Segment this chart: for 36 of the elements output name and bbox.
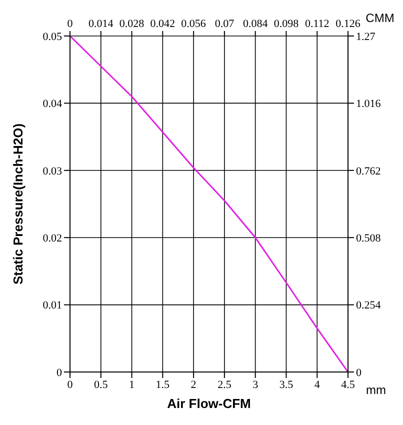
x-tick-label: 2.5: [218, 378, 232, 391]
x-tick-label: 0: [67, 378, 74, 391]
x2-tick-label: 0.098: [274, 18, 300, 30]
x-axis-title: Air Flow-CFM: [167, 396, 251, 411]
y-tick-label: 0.04: [42, 98, 62, 110]
y2-tick-label: 1.27: [356, 30, 376, 43]
x2-tick-label: 0.084: [242, 18, 268, 30]
x2-tick-label: 0.028: [119, 18, 145, 30]
x-tick-label: 3.5: [279, 378, 294, 391]
x-tick-label: 0.5: [94, 378, 108, 391]
y2-tick-label: 0.508: [356, 232, 382, 245]
y-tick-label: 0: [56, 366, 62, 379]
y-tick-label: 0.05: [42, 30, 62, 43]
y-tick-label: 0.03: [42, 165, 62, 178]
x2-tick-label: 0.07: [214, 18, 235, 30]
x2-tick-label: 0.056: [181, 18, 206, 30]
x2-tick-label: 0: [67, 18, 74, 30]
y2-tick-label: 0.254: [356, 300, 382, 312]
x2-tick-label: 0.042: [150, 18, 176, 30]
y-tick-label: 0.02: [42, 232, 62, 245]
x-tick-label: 4.5: [341, 378, 356, 391]
x2-tick-label: 0.112: [304, 18, 330, 30]
x-tick-label: 2: [190, 378, 196, 391]
y2-tick-label: 1.016: [356, 98, 382, 110]
x2-tick-label: 0.126: [336, 18, 361, 30]
x-tick-label: 1: [129, 378, 135, 391]
y2-tick-label: 0.762: [356, 165, 381, 178]
y-tick-label: 0.01: [42, 300, 62, 312]
x-tick-label: 3: [252, 378, 259, 391]
y-axis-title: Static Pressure(Inch-H2O): [10, 123, 26, 285]
y2-axis-title: mm: [366, 383, 386, 397]
x2-axis-title: CMM: [366, 11, 394, 25]
y2-tick-label: 0: [356, 366, 362, 379]
x2-tick-label: 0.014: [88, 18, 114, 30]
x-tick-label: 4: [314, 378, 320, 391]
x-tick-label: 1.5: [156, 378, 170, 391]
